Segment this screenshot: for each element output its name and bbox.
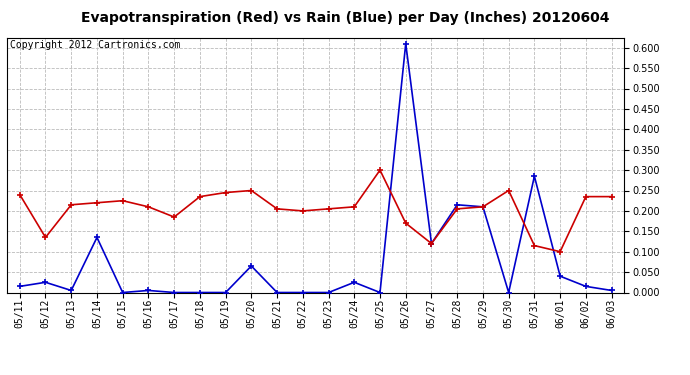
- Text: Copyright 2012 Cartronics.com: Copyright 2012 Cartronics.com: [10, 40, 180, 50]
- Text: Evapotranspiration (Red) vs Rain (Blue) per Day (Inches) 20120604: Evapotranspiration (Red) vs Rain (Blue) …: [81, 11, 609, 25]
